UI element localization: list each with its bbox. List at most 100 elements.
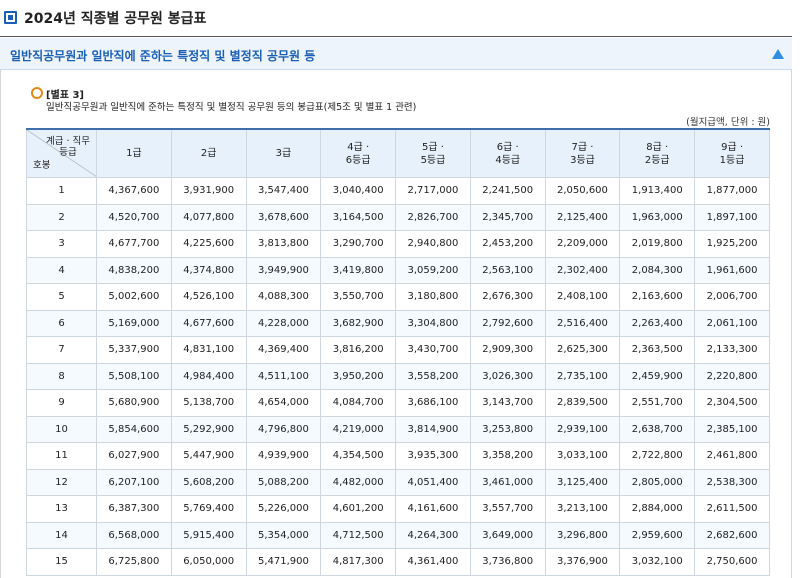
table-row: 2 4,520,700 4,077,800 3,678,600 3,164,500 2,8… [26,203,770,231]
salary-cell: 2,084,300 [619,256,696,284]
table-row: 6 5,169,000 4,677,600 4,228,000 3,682,900 3,3… [26,309,770,337]
salary-cell: 2,304,500 [694,389,770,417]
salary-cell: 3,547,400 [245,177,322,205]
column-header-line2: 6등급 [345,154,371,166]
salary-cell: 4,369,400 [245,336,322,364]
salary-cell: 3,686,100 [395,389,471,417]
corner-grade-line2: 등급 [59,147,77,158]
step-cell: 14 [26,521,97,549]
salary-cell: 4,077,800 [170,203,247,231]
section-panel [0,70,792,578]
step-cell: 1 [26,177,97,205]
salary-cell: 2,939,100 [544,415,621,443]
salary-cell: 5,447,900 [170,442,247,470]
step-cell: 3 [26,230,97,258]
column-header: 4급 · 6등급 [320,128,397,178]
table-row: 12 6,207,100 5,608,200 5,088,200 4,482,000 4,… [26,468,770,496]
salary-cell: 5,169,000 [96,309,172,337]
salary-cell: 3,550,700 [320,283,397,311]
salary-cell: 2,408,100 [544,283,621,311]
salary-cell: 5,854,600 [96,415,172,443]
salary-cell: 3,296,800 [544,521,621,549]
step-cell: 6 [26,309,97,337]
column-header: 2급 [170,128,247,178]
salary-cell: 4,712,500 [320,521,397,549]
salary-cell: 6,207,100 [96,468,172,496]
salary-cell: 4,796,800 [245,415,322,443]
salary-cell: 2,792,600 [469,309,546,337]
salary-cell: 3,736,800 [469,548,546,576]
salary-cell: 1,877,000 [694,177,770,205]
salary-cell: 2,884,000 [619,495,696,523]
salary-cell: 3,649,000 [469,521,546,549]
salary-cell: 4,482,000 [320,468,397,496]
table-caption: 일반직공무원과 일반직에 준하는 특정직 및 별정직 공무원 등의 봉급표(제5… [46,102,417,113]
salary-cell: 4,367,600 [96,177,172,205]
step-cell: 10 [26,415,97,443]
salary-cell: 2,385,100 [694,415,770,443]
table-label: [별표 3] [46,90,84,101]
salary-cell: 5,680,900 [96,389,172,417]
salary-cell: 2,940,800 [395,230,471,258]
salary-cell: 2,241,500 [469,177,546,205]
salary-cell: 4,654,000 [245,389,322,417]
salary-cell: 3,358,200 [469,442,546,470]
salary-cell: 2,459,900 [619,362,696,390]
table-row: 15 6,725,800 6,050,000 5,471,900 4,817,300 4,… [26,548,770,576]
unit-note: (월지급액, 단위 : 원) [686,117,770,128]
column-header-line2: 4등급 [495,154,521,166]
section-header[interactable]: 일반직공무원과 일반직에 준하는 특정직 및 별정직 공무원 등 [0,38,792,70]
salary-cell: 6,050,000 [170,548,247,576]
salary-cell: 2,735,100 [544,362,621,390]
salary-cell: 2,611,500 [694,495,770,523]
salary-cell: 1,913,400 [619,177,696,205]
salary-cell: 4,228,000 [245,309,322,337]
salary-cell: 2,516,400 [544,309,621,337]
salary-cell: 3,032,100 [619,548,696,576]
table-row: 10 5,854,600 5,292,900 4,796,800 4,219,000 3,… [26,415,770,443]
salary-cell: 4,838,200 [96,256,172,284]
step-cell: 5 [26,283,97,311]
salary-cell: 4,219,000 [320,415,397,443]
table-row: 9 5,680,900 5,138,700 4,654,000 4,084,700 3,6… [26,389,770,417]
step-cell: 12 [26,468,97,496]
column-header: 5급 · 5등급 [395,128,471,178]
salary-cell: 3,813,800 [245,230,322,258]
column-header-line1: 4급 · [347,141,370,153]
column-header-line2: 2등급 [644,154,670,166]
page-header: 2024년 직종별 공무원 봉급표 [0,0,792,37]
table-row: 8 5,508,100 4,984,400 4,511,100 3,950,200 3,5… [26,362,770,390]
salary-cell: 3,678,600 [245,203,322,231]
column-header: 9급 · 1등급 [694,128,770,178]
salary-cell: 2,826,700 [395,203,471,231]
salary-cell: 5,002,600 [96,283,172,311]
salary-cell: 4,817,300 [320,548,397,576]
column-header-line1: 3급 [275,148,292,159]
salary-cell: 5,915,400 [170,521,247,549]
salary-cell: 2,717,000 [395,177,471,205]
square-bullet-icon [4,11,17,24]
salary-cell: 4,374,800 [170,256,247,284]
column-header-line1: 2급 [200,148,217,159]
column-header-line2: 1등급 [719,154,745,166]
salary-cell: 3,461,000 [469,468,546,496]
column-header: 7급 · 3등급 [544,128,621,178]
salary-cell: 4,677,600 [170,309,247,337]
salary-cell: 3,213,100 [544,495,621,523]
table-row: 3 4,677,700 4,225,600 3,813,800 3,290,700 2,9… [26,230,770,258]
salary-cell: 2,163,600 [619,283,696,311]
salary-cell: 4,354,500 [320,442,397,470]
collapse-up-icon[interactable] [772,49,784,59]
salary-cell: 3,950,200 [320,362,397,390]
salary-cell: 5,138,700 [170,389,247,417]
salary-cell: 3,430,700 [395,336,471,364]
pay-table: 계급 · 직무 등급 호봉 1급 2급 3급 4급 · 6등급 5급 · 5등급 6급 · 4등… [26,128,770,576]
salary-cell: 2,263,400 [619,309,696,337]
salary-cell: 4,526,100 [170,283,247,311]
salary-cell: 2,345,700 [469,203,546,231]
salary-cell: 3,059,200 [395,256,471,284]
salary-cell: 2,625,300 [544,336,621,364]
corner-step-label: 호봉 [33,160,51,171]
salary-cell: 4,984,400 [170,362,247,390]
salary-cell: 3,816,200 [320,336,397,364]
